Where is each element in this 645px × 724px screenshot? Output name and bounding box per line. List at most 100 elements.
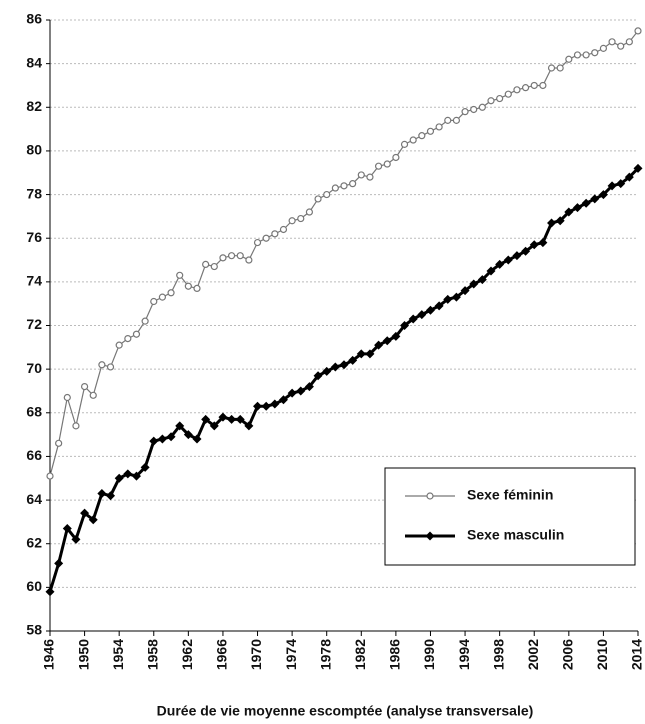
marker xyxy=(167,289,175,297)
x-tick-label: 1958 xyxy=(144,639,160,670)
marker xyxy=(123,469,133,479)
y-tick-label: 76 xyxy=(26,229,42,245)
marker xyxy=(591,49,599,57)
marker xyxy=(80,383,89,391)
marker xyxy=(556,64,564,72)
marker xyxy=(348,355,358,365)
marker xyxy=(80,508,90,518)
marker xyxy=(521,84,530,92)
marker xyxy=(408,314,418,324)
marker xyxy=(227,252,236,260)
marker xyxy=(530,81,538,90)
marker xyxy=(132,330,141,338)
x-tick-label: 1966 xyxy=(214,639,230,670)
marker xyxy=(46,472,54,480)
marker xyxy=(374,340,384,350)
x-tick-label: 2002 xyxy=(525,639,541,670)
marker xyxy=(452,116,461,124)
marker xyxy=(504,90,512,98)
marker xyxy=(261,401,271,411)
marker xyxy=(547,64,556,72)
marker xyxy=(106,363,115,371)
marker xyxy=(425,531,435,541)
marker xyxy=(330,362,340,372)
marker xyxy=(131,471,141,481)
marker xyxy=(573,51,582,59)
marker xyxy=(634,27,642,35)
marker xyxy=(115,341,123,349)
x-tick-label: 2010 xyxy=(594,639,610,670)
y-tick-label: 72 xyxy=(26,316,42,332)
x-tick-label: 1994 xyxy=(456,639,472,670)
marker xyxy=(451,292,461,302)
y-tick-label: 78 xyxy=(26,185,42,201)
y-tick-label: 84 xyxy=(26,54,42,70)
marker xyxy=(426,492,434,500)
marker xyxy=(607,181,617,191)
x-tick-label: 1978 xyxy=(317,639,333,670)
marker xyxy=(512,251,522,261)
marker xyxy=(565,55,573,63)
y-tick-label: 68 xyxy=(26,403,42,419)
marker xyxy=(608,38,616,46)
x-tick-label: 1946 xyxy=(41,639,57,670)
marker xyxy=(235,414,245,424)
marker xyxy=(219,254,227,262)
marker xyxy=(418,132,426,140)
marker xyxy=(236,252,244,260)
legend-label: Sexe masculin xyxy=(467,527,564,543)
marker xyxy=(279,225,288,234)
x-tick-label: 1998 xyxy=(490,639,506,670)
marker xyxy=(366,173,374,181)
marker xyxy=(288,217,296,225)
y-tick-label: 70 xyxy=(26,360,42,376)
series-line xyxy=(49,30,639,477)
legend-label: Sexe féminin xyxy=(467,487,553,503)
x-tick-label: 1970 xyxy=(248,639,264,670)
marker xyxy=(270,399,280,409)
marker xyxy=(477,275,487,285)
marker xyxy=(141,317,149,325)
x-axis-label: Durée de vie moyenne escomptée (analyse … xyxy=(157,703,534,719)
marker xyxy=(210,262,218,271)
y-tick-label: 86 xyxy=(26,11,42,27)
marker xyxy=(287,388,297,398)
marker xyxy=(253,238,262,247)
marker xyxy=(262,234,270,242)
marker xyxy=(487,97,495,105)
marker xyxy=(521,246,531,256)
marker xyxy=(245,256,253,264)
marker xyxy=(624,172,634,182)
y-tick-label: 66 xyxy=(26,447,42,463)
marker xyxy=(555,216,565,226)
marker xyxy=(572,203,582,213)
marker xyxy=(304,382,314,392)
marker xyxy=(157,434,167,444)
marker xyxy=(616,179,626,189)
marker xyxy=(106,491,116,501)
marker xyxy=(296,386,306,396)
marker xyxy=(218,412,228,422)
marker xyxy=(590,194,600,204)
y-tick-label: 60 xyxy=(26,578,42,594)
marker xyxy=(356,349,366,359)
marker xyxy=(97,489,107,499)
marker xyxy=(357,171,365,179)
marker xyxy=(253,401,263,411)
marker xyxy=(158,293,167,301)
marker xyxy=(547,218,557,228)
marker xyxy=(425,305,435,315)
marker xyxy=(192,434,202,444)
marker xyxy=(140,462,150,472)
x-tick-label: 1986 xyxy=(387,639,403,670)
marker xyxy=(625,38,633,46)
marker xyxy=(331,184,339,192)
legend-box xyxy=(384,467,636,566)
y-tick-label: 74 xyxy=(26,273,42,289)
marker xyxy=(443,294,453,304)
marker xyxy=(391,331,401,341)
marker xyxy=(55,439,63,447)
marker xyxy=(244,421,254,431)
legend: Sexe féminin Sexe masculin xyxy=(384,467,636,566)
